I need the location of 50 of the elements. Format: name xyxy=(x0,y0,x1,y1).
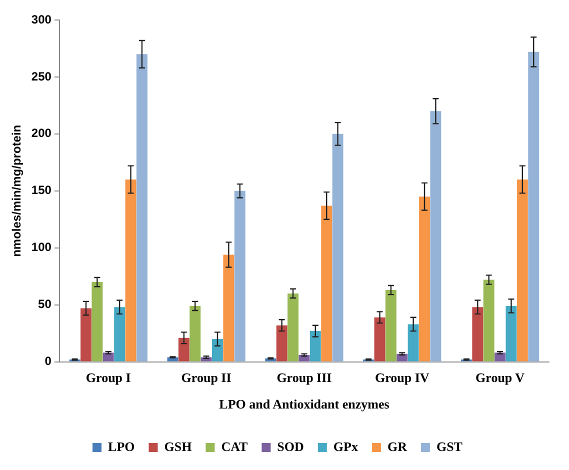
legend-label: GST xyxy=(436,438,463,454)
bar xyxy=(276,325,288,362)
x-tick-label: Group IV xyxy=(374,370,430,385)
bar xyxy=(494,352,506,362)
bar xyxy=(234,190,246,362)
bar xyxy=(430,111,442,362)
y-tick-label: 150 xyxy=(31,183,52,198)
x-tick-label: Group I xyxy=(86,370,131,385)
bar xyxy=(298,354,310,362)
legend-label: GR xyxy=(387,438,408,454)
bar xyxy=(321,206,332,362)
bar xyxy=(472,307,484,362)
bar xyxy=(385,290,396,362)
bar xyxy=(136,54,148,362)
bar xyxy=(102,352,114,362)
y-tick-label: 0 xyxy=(44,354,52,368)
x-tick-label: Group III xyxy=(276,370,332,385)
bar xyxy=(223,254,234,362)
y-tick-label: 200 xyxy=(31,126,52,140)
bar xyxy=(310,331,321,362)
x-axis-title: LPO and Antioxidant enzymes xyxy=(219,396,390,412)
x-tick-label: Group II xyxy=(181,370,232,385)
bar xyxy=(212,339,223,362)
y-tick-label: 100 xyxy=(31,240,52,254)
bar xyxy=(396,354,408,362)
bar xyxy=(516,180,528,362)
bar xyxy=(374,317,386,362)
legend-label: SOD xyxy=(277,438,304,454)
bar xyxy=(114,307,126,362)
bar xyxy=(125,180,136,362)
y-tick-label: 250 xyxy=(31,69,52,84)
bar xyxy=(288,293,299,362)
bar xyxy=(332,134,344,362)
legend-label: CAT xyxy=(221,438,248,454)
y-axis-title: nmoles/min/mg/protein xyxy=(10,124,24,257)
bar xyxy=(92,282,103,362)
bar xyxy=(506,306,517,362)
legend-label: GPx xyxy=(333,438,358,454)
y-tick-label: 300 xyxy=(31,12,52,26)
bar xyxy=(528,52,540,362)
legend-label: LPO xyxy=(108,438,135,454)
bar xyxy=(483,280,494,362)
x-tick-label: Group V xyxy=(476,370,526,385)
y-tick-label: 50 xyxy=(38,297,52,312)
bar xyxy=(178,338,190,362)
bar xyxy=(419,196,430,362)
bar xyxy=(408,324,419,362)
bar xyxy=(80,308,92,362)
legend-label: GSH xyxy=(164,438,192,454)
bar xyxy=(190,306,201,362)
